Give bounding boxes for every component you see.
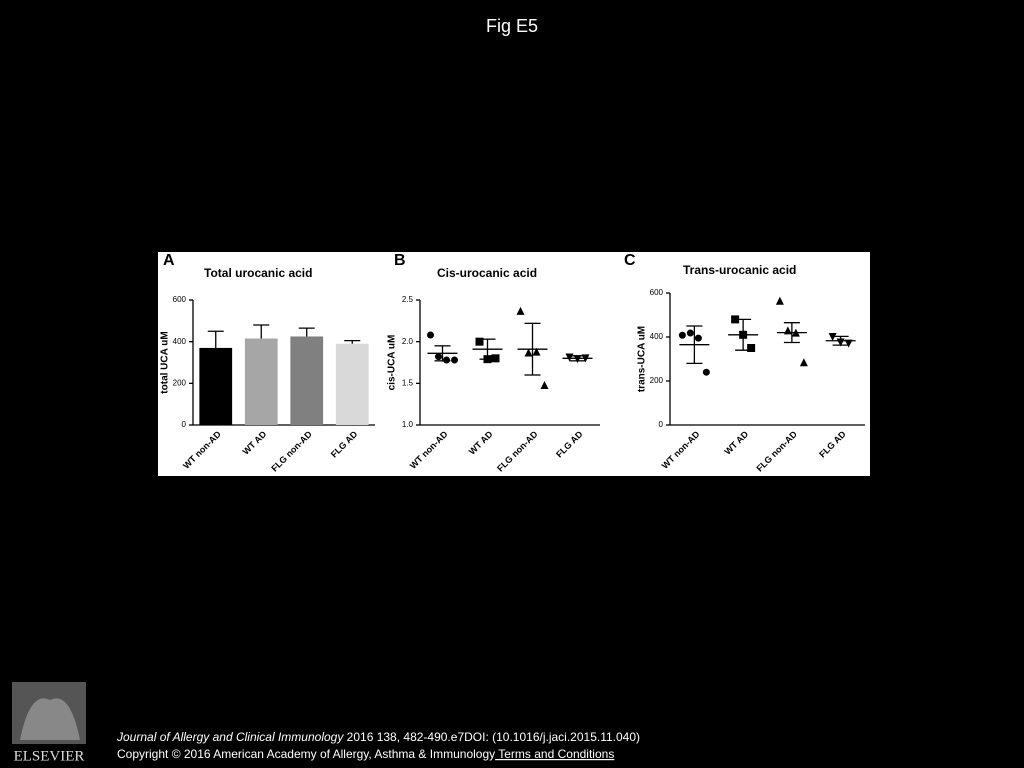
data-point — [739, 330, 748, 339]
data-point — [427, 331, 434, 339]
data-point — [483, 355, 492, 364]
data-point — [828, 333, 837, 341]
logo-tree-shape — [20, 698, 80, 740]
citation-details: 2016 138, 482-490.e7DOI: (10.1016/j.jaci… — [343, 730, 640, 744]
data-point — [731, 315, 740, 324]
copyright: Copyright © 2016 American Academy of All… — [117, 747, 495, 761]
y-tick-label: 200 — [650, 376, 664, 385]
y-tick-label: 600 — [173, 295, 187, 304]
y-tick-label: 2.5 — [402, 295, 414, 304]
bar — [199, 347, 233, 425]
slide-title: Fig E5 — [486, 16, 538, 36]
data-point — [524, 348, 533, 357]
logo-text: ELSEVIER — [14, 748, 85, 764]
data-point — [532, 347, 541, 356]
data-point — [702, 368, 710, 376]
y-tick-label: 2.0 — [402, 337, 414, 346]
data-point — [573, 355, 582, 364]
data-point — [791, 328, 800, 337]
data-point — [443, 356, 450, 364]
copyright-line: Copyright © 2016 American Academy of All… — [117, 747, 614, 761]
bar — [290, 336, 324, 425]
y-axis-label: trans-UCA uM — [637, 326, 648, 392]
data-point — [581, 354, 590, 363]
data-point — [836, 338, 845, 347]
data-point — [747, 344, 756, 352]
data-point — [775, 296, 784, 305]
data-point — [686, 329, 694, 337]
journal: Journal of Allergy and Clinical Immunolo… — [116, 730, 344, 744]
y-tick-label: 200 — [173, 378, 187, 387]
data-point — [491, 354, 500, 363]
data-point — [451, 356, 458, 364]
y-tick-label: 0 — [182, 420, 187, 429]
logo: ELSEVIER — [12, 682, 86, 764]
data-point — [516, 306, 525, 315]
y-tick-label: 400 — [173, 337, 187, 346]
y-tick-label: 1.0 — [402, 420, 414, 429]
panel-letter: B — [394, 252, 406, 269]
data-point — [783, 326, 792, 335]
bar — [335, 343, 369, 425]
citation: Journal of Allergy and Clinical Immunolo… — [116, 730, 640, 744]
data-point — [540, 381, 549, 389]
data-point — [844, 339, 853, 348]
terms-link[interactable]: Terms and Conditions — [495, 747, 614, 761]
y-axis-label: cis-UCA uM — [387, 335, 398, 391]
chart-title: Total urocanic acid — [204, 266, 312, 280]
panel-letter: A — [163, 252, 175, 269]
data-point — [678, 331, 686, 339]
data-point — [694, 334, 702, 342]
panel-letter: C — [624, 252, 636, 269]
data-point — [565, 353, 574, 362]
y-tick-label: 600 — [650, 288, 664, 297]
data-point — [475, 337, 484, 346]
data-point — [799, 358, 808, 367]
y-tick-label: 400 — [650, 332, 664, 341]
y-axis-label: total UCA uM — [160, 331, 171, 393]
data-point — [435, 353, 442, 361]
y-tick-label: 1.5 — [402, 378, 414, 387]
chart-title: Trans-urocanic acid — [683, 263, 796, 277]
bar — [244, 338, 278, 425]
chart-title: Cis-urocanic acid — [437, 266, 537, 280]
y-tick-label: 0 — [659, 420, 664, 429]
